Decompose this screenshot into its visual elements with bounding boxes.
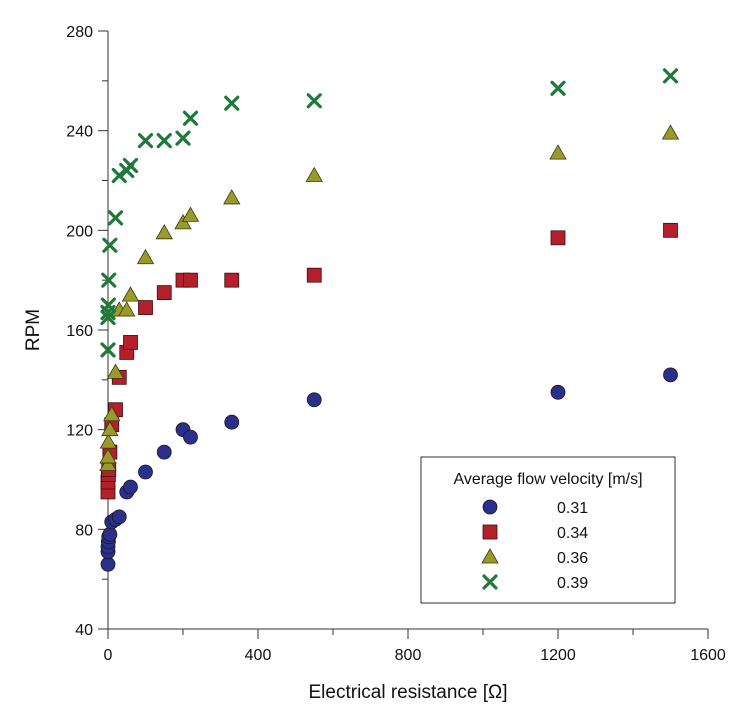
data-point-triangle [103,405,121,422]
axes-layer: 0 400 800 1200 1600 40 80 120 160 200 240 280 [66,24,726,664]
data-point-circle [663,367,678,383]
data-point-triangle [549,144,567,160]
data-point-x [100,342,116,358]
data-point-triangle [101,420,119,437]
data-point-x [550,80,566,96]
y-tick-label: 160 [66,323,93,340]
data-point-triangle [223,189,241,205]
data-point-x [107,210,124,226]
legend-marker-triangle [481,548,499,564]
y-tick-label: 240 [66,124,93,141]
series-0-31 [100,367,678,572]
legend-marker-circle [482,499,498,515]
data-point-x [306,93,322,109]
legend-box [420,456,676,604]
data-point-circle [306,392,322,408]
legend: Average flow velocity [m/s] 0.31 0.34 0.36… [420,456,676,604]
data-point-x [122,157,139,174]
data-point-circle [100,556,116,572]
data-point-square [123,335,138,350]
data-point-triangle [136,248,155,265]
legend-label: 0.36 [557,550,588,567]
x-tick-label: 800 [395,647,422,664]
data-point-circle [102,526,118,542]
data-point-x [101,272,117,288]
data-point-x [224,95,240,111]
legend-entry: 0.34 [482,524,588,542]
data-point-triangle [305,166,323,182]
data-point-x [662,68,679,84]
data-point-triangle [661,124,680,140]
legend-label: 0.39 [557,575,588,592]
data-point-square [663,222,678,238]
y-tick-label: 200 [66,223,93,240]
data-point-x [175,130,191,146]
x-axis-label: Electrical resistance [Ω] [309,682,508,703]
data-point-square [156,285,172,301]
data-point-x [102,237,118,253]
y-axis-label: RPM [23,309,44,351]
y-tick-label: 40 [75,622,93,639]
legend-marker-x [482,574,498,590]
x-tick-label: 400 [245,647,272,664]
data-point-triangle [99,448,117,464]
legend-entry: 0.39 [482,574,588,592]
data-point-x [100,309,116,326]
legend-entry: 0.36 [481,548,588,567]
data-point-triangle [99,455,117,471]
data-point-x [182,110,199,126]
data-point-square [550,230,566,246]
data-point-square [138,300,153,315]
data-point-square [183,272,198,288]
x-tick-label: 1200 [540,647,576,664]
data-point-triangle [118,301,136,317]
data-point-triangle [174,214,192,230]
y-tick-label: 280 [66,24,93,41]
data-point-square [224,272,240,288]
x-tick-label: 0 [104,647,113,664]
legend-label: 0.31 [557,500,588,517]
data-point-circle [111,509,127,525]
y-tick-label: 120 [66,423,93,440]
legend-marker-square [482,524,498,540]
legend-title: Average flow velocity [m/s] [453,471,642,488]
data-point-triangle [106,363,125,379]
data-point-x [100,297,116,313]
data-point-circle [123,479,138,495]
data-point-circle [156,444,172,460]
data-point-triangle [121,286,140,302]
data-point-x [137,133,154,149]
y-tick-label: 80 [75,522,93,539]
data-point-x [156,133,172,149]
data-point-circle [224,414,240,430]
legend-entry: 0.31 [482,499,588,517]
data-point-circle [138,464,153,480]
data-point-triangle [99,433,118,449]
data-point-square [306,267,322,283]
series-0-39 [100,68,679,358]
data-point-triangle [155,224,173,240]
marks-layer [99,68,680,572]
x-tick-label: 1600 [690,647,726,664]
data-point-circle [183,429,198,445]
legend-label: 0.34 [557,525,588,542]
data-point-triangle [181,206,200,222]
data-point-circle [550,384,566,400]
series-0-36 [99,124,680,471]
